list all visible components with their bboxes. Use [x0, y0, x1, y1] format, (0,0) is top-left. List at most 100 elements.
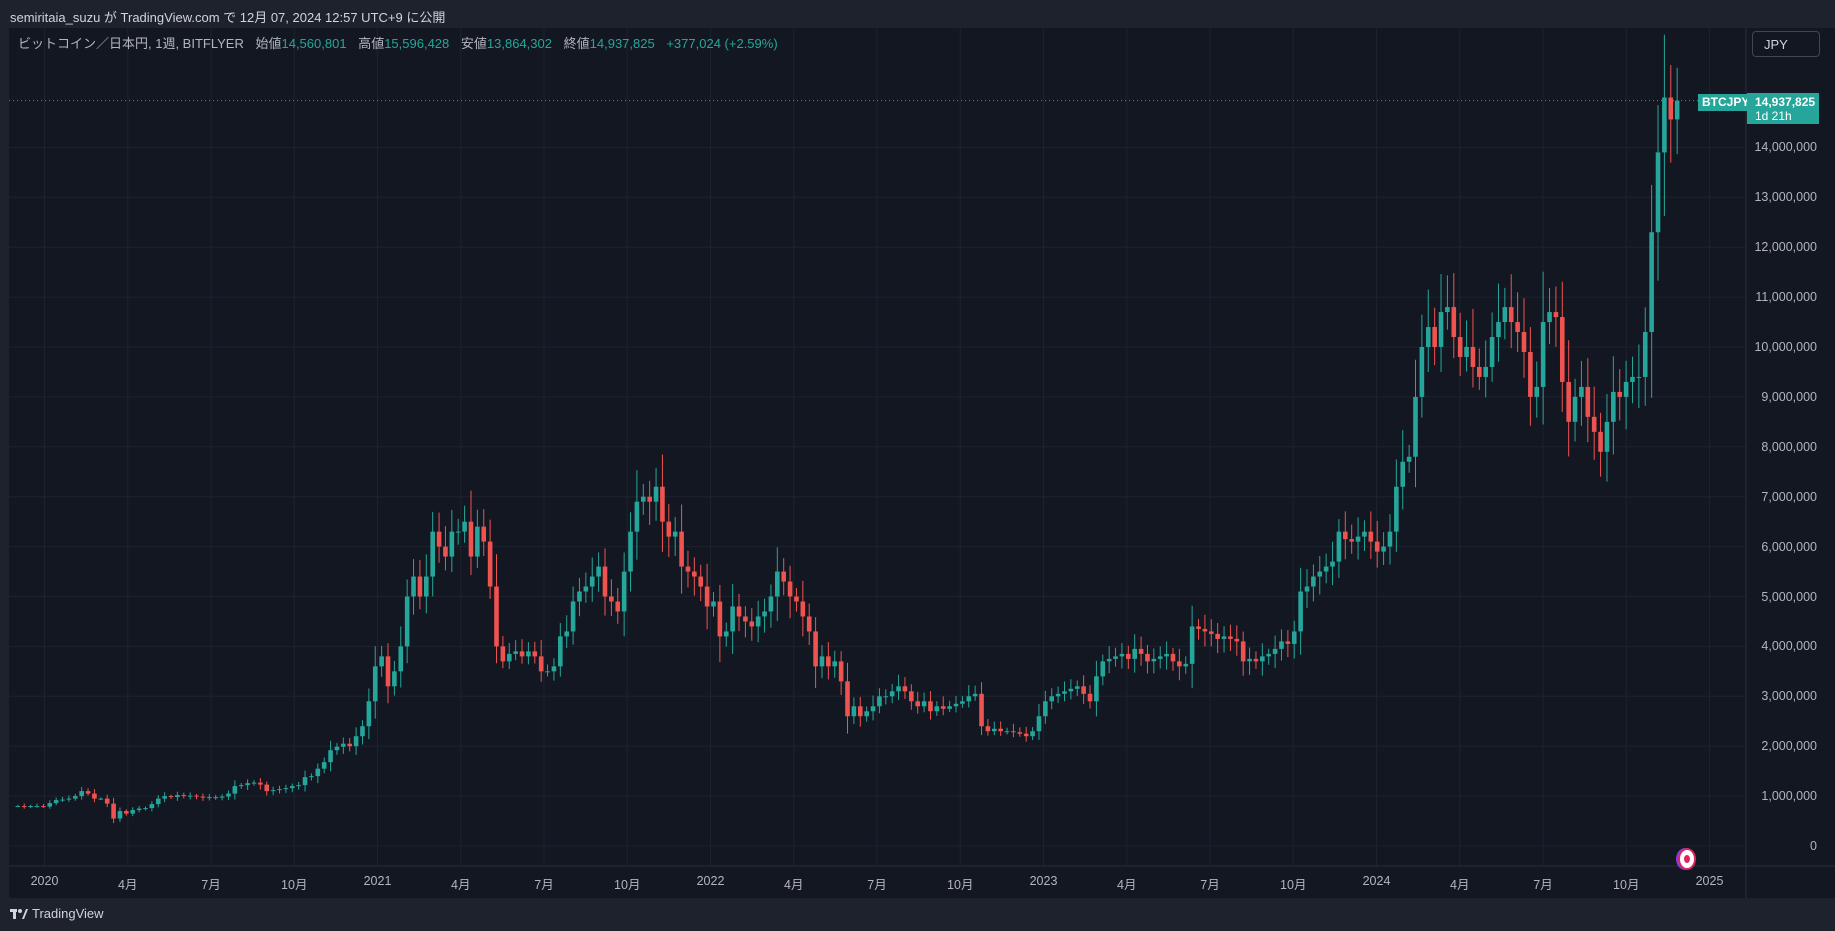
candle-body [1355, 536, 1361, 542]
candle-body [960, 701, 965, 704]
candle-body [647, 496, 652, 502]
candle-body [124, 811, 129, 814]
candle-body [1566, 381, 1571, 422]
candle-body [111, 803, 116, 819]
time-axis-label: 4月 [784, 878, 804, 892]
candle-body [1017, 732, 1023, 734]
candle-body [1534, 386, 1540, 397]
candle-body [596, 566, 601, 577]
candle-body [1662, 97, 1667, 153]
candle-body [730, 606, 735, 632]
candle-body [1604, 421, 1610, 452]
time-axis-label: 4月 [1450, 878, 1470, 892]
candle-body [519, 651, 525, 657]
event-marker-icon[interactable] [1678, 848, 1696, 870]
candle-body [864, 711, 869, 717]
candle-body [570, 601, 576, 632]
candle-body [494, 586, 499, 647]
time-axis-label: 10月 [1613, 878, 1640, 892]
candle-body [513, 651, 518, 654]
high-value: 15,596,428 [384, 36, 450, 51]
candle-body [1023, 733, 1029, 737]
price-axis-label: 4,000,000 [1761, 639, 1817, 654]
close-label: 終値 [563, 36, 590, 51]
candle-body [558, 636, 563, 667]
candle-body [117, 811, 123, 819]
candle-body [583, 586, 589, 592]
candle-body [991, 728, 997, 732]
candle-body [1215, 633, 1220, 639]
candle-body [187, 795, 193, 797]
candle-body [1081, 686, 1086, 694]
candle-body [207, 797, 212, 799]
candle-body [149, 804, 155, 809]
tradingview-logo[interactable]: TradingView [10, 906, 104, 921]
candle-body [1119, 653, 1125, 657]
candle-body [877, 696, 882, 707]
candle-body [915, 701, 921, 707]
price-axis-label: 7,000,000 [1761, 489, 1817, 504]
candle-body [685, 566, 691, 572]
candle-body [1617, 391, 1623, 397]
last-price: 14,937,825 [1755, 95, 1816, 109]
candle-body [1611, 391, 1616, 422]
candle-body [826, 656, 831, 667]
candle-body [143, 808, 148, 810]
candle-body [1496, 322, 1501, 338]
currency-button[interactable]: JPY [1752, 31, 1820, 57]
candle-body [653, 486, 659, 502]
candle-body [762, 611, 767, 617]
candle-body [775, 571, 780, 597]
candle-body [372, 666, 378, 702]
candle-body [743, 616, 748, 622]
candle-body [1304, 586, 1310, 592]
candle-body [200, 796, 206, 798]
candle-body [794, 596, 799, 602]
candle-body [1151, 658, 1157, 662]
candle-body [1170, 653, 1176, 662]
low-value: 13,864,302 [486, 36, 552, 51]
symbol-title[interactable]: ビットコイン／日本円, 1週, BITFLYER [18, 36, 244, 51]
candle-body [755, 616, 761, 627]
candle-body [328, 750, 333, 763]
candle-body [1164, 653, 1169, 657]
candle-body [1062, 691, 1067, 694]
chart-panel[interactable] [9, 28, 1835, 898]
candle-body [934, 706, 940, 712]
candle-body [194, 795, 199, 797]
price-axis-label: 2,000,000 [1761, 739, 1817, 754]
candle-body [92, 793, 97, 799]
candle-body [1221, 636, 1227, 639]
candle-body [155, 798, 161, 805]
candle-body [1445, 307, 1450, 313]
candle-body [251, 782, 257, 784]
time-axis-label: 2025 [1695, 874, 1724, 888]
price-axis-label: 10,000,000 [1754, 340, 1817, 354]
candle-body [1502, 307, 1508, 323]
candle-body [1630, 376, 1635, 382]
candle-body [896, 686, 901, 692]
candle-body [870, 706, 876, 712]
candle-body [979, 693, 984, 727]
candle-body [628, 531, 633, 572]
candle-body [972, 693, 978, 697]
candle-body [481, 526, 487, 542]
candle-body [219, 796, 225, 798]
candle-body [270, 790, 276, 792]
candle-body [787, 581, 793, 597]
candle-body [1642, 332, 1648, 377]
candle-body [634, 501, 640, 532]
candle-body [1553, 312, 1559, 318]
candle-body [34, 806, 40, 808]
candle-body [857, 706, 863, 717]
candle-body [53, 800, 59, 804]
symbol-price-tag: BTCJPY [1698, 94, 1754, 111]
last-price-label: 14,937,825 1d 21h [1747, 93, 1819, 124]
candle-body [1208, 631, 1214, 634]
time-axis-label: 2024 [1362, 874, 1391, 888]
price-axis-label: 12,000,000 [1754, 240, 1817, 255]
candle-body [245, 783, 250, 786]
candle-body [621, 571, 627, 612]
candle-body [162, 796, 167, 799]
